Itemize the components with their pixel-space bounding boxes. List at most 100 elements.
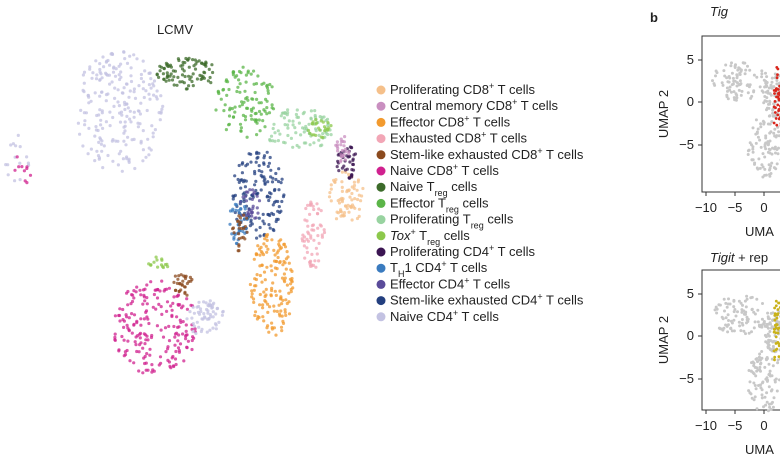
cell-dot [730, 329, 734, 333]
cell-dot [143, 342, 147, 346]
text-run: T cells [543, 293, 584, 308]
cell-dot [319, 224, 323, 228]
text-run: + [489, 243, 494, 253]
cell-dot [755, 75, 759, 79]
cell-dot [152, 292, 156, 297]
cell-dot [313, 109, 317, 113]
cell-dot [252, 69, 256, 73]
cell-dot [257, 109, 262, 114]
cell-dot [137, 350, 141, 354]
cell-dot [185, 293, 189, 297]
cell-dot [277, 303, 281, 307]
cell-dot [766, 326, 770, 330]
cell-dot [762, 320, 766, 323]
cell-dot [751, 147, 755, 151]
cell-dot [235, 203, 239, 207]
cell-dot [253, 310, 258, 314]
cell-dot [257, 216, 261, 220]
cell-dot [772, 330, 776, 334]
text-run: + [453, 308, 458, 318]
cell-dot [158, 64, 162, 68]
cell-dot [279, 325, 284, 329]
cell-dot [250, 117, 254, 121]
cell-dot [101, 166, 105, 170]
cell-dot [731, 82, 735, 86]
cell-dot [142, 95, 146, 100]
cell-dot [236, 177, 240, 182]
cell-dot [253, 313, 257, 318]
cell-dot [149, 335, 154, 340]
cell-dot [329, 199, 333, 203]
legend-swatch [376, 85, 386, 95]
cell-dot [205, 317, 210, 321]
cell-dot [339, 143, 343, 147]
cell-dot [305, 246, 309, 250]
cell-dot [357, 207, 361, 211]
text-run: H [398, 269, 405, 279]
cell-dot [275, 267, 279, 271]
cell-dot [338, 160, 342, 164]
cell-dot [758, 324, 762, 328]
cell-dot [200, 317, 204, 321]
cell-dot [244, 190, 249, 194]
cell-dot [98, 67, 102, 72]
legend-label: Stem-like exhausted CD8+ T cells [390, 146, 584, 162]
cell-dot [193, 67, 198, 71]
cell-dot [314, 118, 318, 122]
cell-dot [746, 64, 749, 68]
x-axis-label: UMA [745, 442, 774, 457]
cell-dot [743, 72, 747, 76]
legend-label: Proliferating CD4+ T cells [390, 243, 535, 259]
cell-dot [272, 304, 276, 308]
cell-dot [286, 108, 290, 112]
cell-dot [315, 202, 319, 206]
cell-dot [755, 357, 759, 361]
text-run: reg [435, 188, 448, 198]
cell-dot [727, 75, 731, 78]
cell-dot [735, 84, 739, 88]
cell-dot [777, 301, 780, 305]
cell-dot [309, 117, 313, 121]
cell-dot [307, 122, 311, 126]
cell-dot [753, 395, 757, 399]
cell-dot [737, 88, 741, 92]
cell-dot [754, 387, 758, 391]
cell-dot [343, 147, 347, 151]
cell-dot [766, 332, 770, 336]
cell-dot [314, 129, 318, 133]
cell-dot [245, 216, 249, 220]
cell-dot [99, 123, 103, 127]
cell-dot [283, 245, 288, 249]
cell-dot [82, 70, 87, 74]
cell-dot [326, 120, 330, 125]
cell-dot [769, 84, 773, 88]
cell-dot [752, 381, 756, 385]
text-run: + [489, 81, 494, 91]
cell-dot [738, 79, 742, 83]
cell-dot [356, 178, 361, 182]
cell-dot [730, 61, 733, 65]
cell-dot [750, 330, 753, 334]
legend-label: Stem-like exhausted CD4+ T cells [390, 292, 584, 308]
cell-dot [131, 293, 135, 297]
cell-dot [93, 91, 97, 95]
cell-dot [317, 126, 321, 130]
cell-dot [776, 312, 780, 315]
cell-dot [145, 315, 149, 319]
cell-dot [312, 238, 316, 242]
cell-dot [141, 371, 145, 375]
cell-dot [738, 71, 742, 75]
cell-dot [775, 95, 778, 99]
cell-dot [312, 207, 316, 212]
cell-dot [126, 106, 130, 110]
cell-dot [764, 403, 768, 407]
cell-dot [308, 203, 312, 207]
cell-dot [141, 148, 145, 152]
cell-dot [302, 110, 306, 114]
cell-dot [287, 291, 291, 295]
cell-dot [275, 259, 279, 264]
cell-dot [763, 395, 767, 399]
cell-dot [766, 143, 770, 147]
legend-swatch [376, 296, 386, 306]
cell-dot [238, 122, 243, 126]
